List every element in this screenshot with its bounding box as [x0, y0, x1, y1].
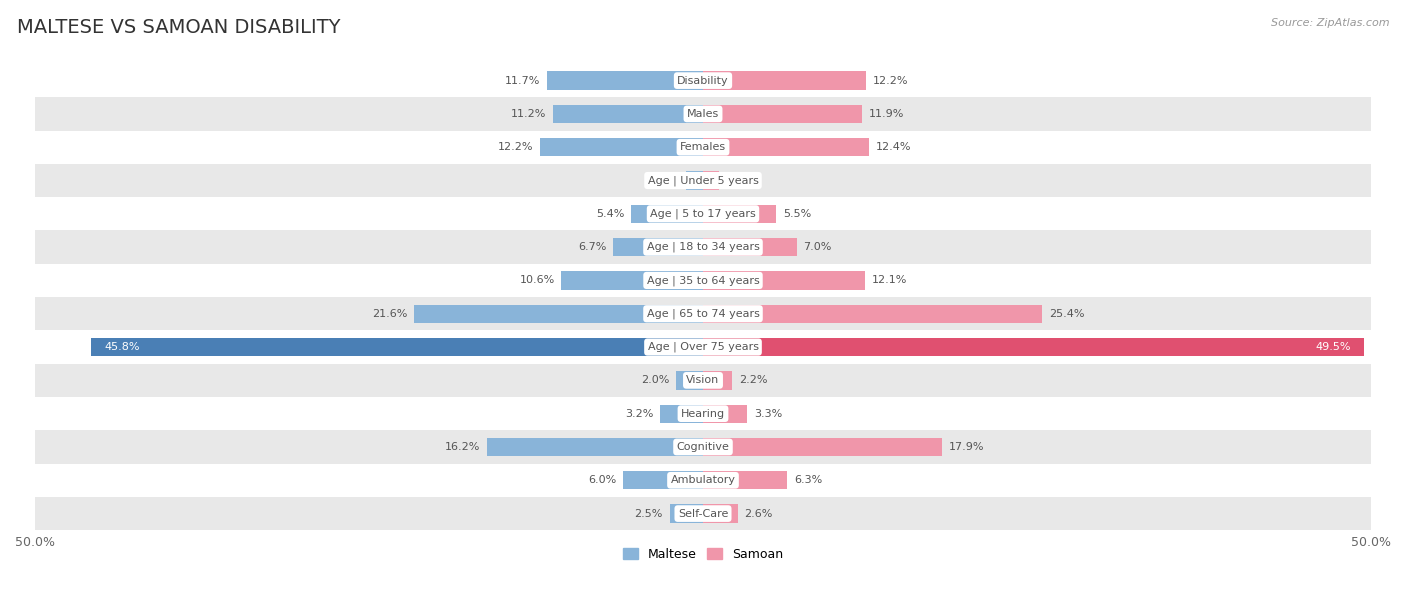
Bar: [703, 138, 869, 157]
Text: 25.4%: 25.4%: [1049, 308, 1084, 319]
Text: 1.3%: 1.3%: [651, 176, 679, 185]
Text: 6.0%: 6.0%: [588, 476, 616, 485]
Text: 45.8%: 45.8%: [104, 342, 141, 352]
Legend: Maltese, Samoan: Maltese, Samoan: [619, 543, 787, 566]
Bar: [35, 231, 1371, 264]
Text: Age | Over 75 years: Age | Over 75 years: [648, 342, 758, 353]
Text: 6.3%: 6.3%: [794, 476, 823, 485]
Text: 11.2%: 11.2%: [512, 109, 547, 119]
Text: 2.6%: 2.6%: [744, 509, 773, 518]
Text: 21.6%: 21.6%: [373, 308, 408, 319]
Bar: [703, 305, 1042, 323]
Bar: [661, 405, 703, 423]
Bar: [613, 238, 703, 256]
Text: 11.9%: 11.9%: [869, 109, 904, 119]
Bar: [631, 204, 703, 223]
Bar: [703, 105, 862, 123]
Bar: [686, 171, 703, 190]
Text: Ambulatory: Ambulatory: [671, 476, 735, 485]
Text: 12.4%: 12.4%: [876, 142, 911, 152]
Bar: [35, 397, 1371, 430]
Bar: [669, 504, 703, 523]
Text: 12.2%: 12.2%: [498, 142, 533, 152]
Bar: [703, 171, 718, 190]
Text: Vision: Vision: [686, 375, 720, 386]
Bar: [561, 271, 703, 289]
Text: 17.9%: 17.9%: [949, 442, 984, 452]
Bar: [547, 72, 703, 90]
Text: Females: Females: [681, 142, 725, 152]
Bar: [703, 504, 738, 523]
Text: Age | 35 to 64 years: Age | 35 to 64 years: [647, 275, 759, 286]
Text: Males: Males: [688, 109, 718, 119]
Bar: [35, 97, 1371, 130]
Bar: [703, 338, 1364, 356]
Text: MALTESE VS SAMOAN DISABILITY: MALTESE VS SAMOAN DISABILITY: [17, 18, 340, 37]
Bar: [35, 264, 1371, 297]
Bar: [35, 197, 1371, 231]
Bar: [35, 330, 1371, 364]
Text: 5.5%: 5.5%: [783, 209, 811, 219]
Bar: [35, 364, 1371, 397]
Bar: [703, 371, 733, 389]
Bar: [35, 497, 1371, 530]
Bar: [703, 238, 797, 256]
Bar: [35, 164, 1371, 197]
Text: Self-Care: Self-Care: [678, 509, 728, 518]
Text: 12.2%: 12.2%: [873, 76, 908, 86]
Bar: [703, 271, 865, 289]
Text: 10.6%: 10.6%: [519, 275, 555, 285]
Text: Source: ZipAtlas.com: Source: ZipAtlas.com: [1271, 18, 1389, 28]
Text: 1.2%: 1.2%: [725, 176, 754, 185]
Bar: [486, 438, 703, 456]
Bar: [703, 405, 747, 423]
Text: Age | 18 to 34 years: Age | 18 to 34 years: [647, 242, 759, 252]
Bar: [676, 371, 703, 389]
Text: Hearing: Hearing: [681, 409, 725, 419]
Text: 7.0%: 7.0%: [803, 242, 831, 252]
Bar: [35, 64, 1371, 97]
Text: 49.5%: 49.5%: [1316, 342, 1351, 352]
Bar: [35, 130, 1371, 164]
Text: Age | Under 5 years: Age | Under 5 years: [648, 175, 758, 186]
Bar: [703, 471, 787, 490]
Text: Disability: Disability: [678, 76, 728, 86]
Text: 2.0%: 2.0%: [641, 375, 669, 386]
Text: 3.2%: 3.2%: [626, 409, 654, 419]
Text: 5.4%: 5.4%: [596, 209, 624, 219]
Text: 6.7%: 6.7%: [578, 242, 607, 252]
Bar: [623, 471, 703, 490]
Text: 2.5%: 2.5%: [634, 509, 662, 518]
Bar: [35, 430, 1371, 464]
Text: 2.2%: 2.2%: [740, 375, 768, 386]
Bar: [703, 72, 866, 90]
Text: 11.7%: 11.7%: [505, 76, 540, 86]
Bar: [35, 464, 1371, 497]
Bar: [91, 338, 703, 356]
Bar: [703, 438, 942, 456]
Text: 16.2%: 16.2%: [444, 442, 479, 452]
Bar: [703, 204, 776, 223]
Text: Age | 5 to 17 years: Age | 5 to 17 years: [650, 209, 756, 219]
Text: 12.1%: 12.1%: [872, 275, 907, 285]
Bar: [554, 105, 703, 123]
Text: Age | 65 to 74 years: Age | 65 to 74 years: [647, 308, 759, 319]
Bar: [540, 138, 703, 157]
Bar: [35, 297, 1371, 330]
Bar: [415, 305, 703, 323]
Text: 3.3%: 3.3%: [754, 409, 782, 419]
Text: Cognitive: Cognitive: [676, 442, 730, 452]
